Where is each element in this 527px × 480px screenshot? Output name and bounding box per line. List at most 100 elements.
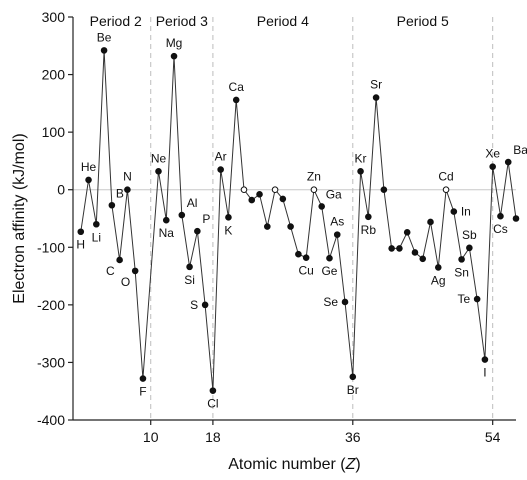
- data-point: [162, 216, 170, 224]
- x-tick-label: 10: [143, 429, 159, 445]
- data-point: [77, 228, 85, 236]
- data-point: [427, 218, 434, 226]
- element-label: Cd: [438, 170, 453, 184]
- x-axis-title: Atomic number (Z): [228, 456, 360, 473]
- data-point: [131, 267, 139, 275]
- data-point: [357, 167, 364, 175]
- data-point: [365, 213, 372, 221]
- data-point: [458, 256, 465, 263]
- data-point: [333, 231, 341, 238]
- data-point: [108, 201, 116, 209]
- element-label: Zn: [307, 170, 321, 184]
- element-label: Br: [347, 383, 359, 397]
- y-tick-label: -400: [37, 412, 65, 428]
- data-point: [279, 195, 287, 203]
- data-point: [271, 186, 279, 194]
- data-point: [155, 167, 162, 175]
- element-label: N: [123, 170, 132, 184]
- data-point: [186, 263, 193, 271]
- element-label: As: [330, 215, 344, 229]
- period-label: Period 3: [156, 13, 208, 29]
- element-label: Se: [323, 295, 338, 309]
- y-axis-title: Electron affinity (kJ/mol): [11, 133, 28, 303]
- element-label: B: [116, 186, 124, 200]
- data-point: [295, 250, 302, 258]
- data-point: [287, 223, 294, 230]
- data-point: [411, 249, 419, 256]
- x-tick-label: 18: [205, 429, 221, 445]
- data-point: [434, 264, 442, 271]
- y-tick-label: 100: [42, 124, 66, 140]
- element-label: Te: [457, 292, 470, 306]
- data-point: [217, 166, 224, 173]
- data-point: [116, 256, 123, 264]
- data-point: [85, 176, 92, 184]
- data-point: [318, 203, 326, 210]
- data-point: [450, 208, 458, 215]
- element-label: In: [461, 205, 471, 219]
- data-point: [225, 214, 232, 221]
- element-label: Sb: [462, 228, 477, 242]
- element-label: Kr: [355, 151, 367, 165]
- data-point: [93, 220, 100, 228]
- x-axis-title-end: ): [355, 456, 360, 473]
- element-label: Cu: [298, 264, 313, 278]
- data-point: [201, 301, 209, 309]
- element-label: Ga: [326, 187, 342, 201]
- y-tick-label: 0: [57, 182, 65, 198]
- element-label: Al: [187, 196, 198, 210]
- element-label: Na: [159, 226, 175, 240]
- element-label: Be: [97, 30, 112, 44]
- element-label: Xe: [485, 147, 500, 161]
- element-label: Sr: [370, 78, 382, 92]
- data-point: [310, 186, 318, 194]
- element-label: Ag: [431, 273, 446, 287]
- period-label: Period 2: [90, 13, 142, 29]
- element-label: Sn: [454, 265, 469, 279]
- element-label: F: [139, 385, 146, 399]
- element-label: He: [81, 160, 97, 174]
- data-point: [489, 163, 496, 170]
- period-label: Period 5: [397, 13, 449, 29]
- y-tick-label: -200: [37, 297, 65, 313]
- data-point: [209, 387, 217, 394]
- data-point: [504, 158, 512, 166]
- series-line: [80, 50, 517, 391]
- data-point: [372, 94, 380, 101]
- data-point: [473, 295, 481, 303]
- data-point: [396, 245, 403, 252]
- data-point: [380, 186, 388, 194]
- data-point: [481, 356, 489, 363]
- data-point: [388, 245, 395, 252]
- element-label: K: [224, 223, 232, 237]
- data-point: [139, 375, 147, 382]
- data-point: [419, 255, 427, 263]
- data-point: [302, 254, 310, 261]
- period-label: Period 4: [257, 13, 309, 29]
- data-point: [170, 52, 178, 60]
- element-label: I: [483, 366, 486, 380]
- element-label: S: [190, 298, 198, 312]
- element-label: Cl: [207, 397, 218, 411]
- data-point: [232, 96, 240, 104]
- x-tick-label: 54: [485, 429, 501, 445]
- element-label: Ba: [513, 143, 527, 157]
- data-point: [240, 186, 248, 194]
- data-point: [263, 223, 271, 230]
- y-tick-label: 200: [42, 67, 66, 83]
- data-point: [178, 211, 186, 219]
- element-label: Ar: [215, 150, 227, 164]
- element-label: Si: [184, 273, 195, 287]
- x-axis-title-variable: Z: [345, 456, 357, 473]
- element-label: C: [106, 264, 115, 278]
- x-tick-label: 36: [345, 429, 361, 445]
- data-point: [248, 196, 256, 204]
- element-label: Ge: [321, 264, 337, 278]
- data-point: [403, 229, 411, 236]
- data-point: [100, 47, 108, 54]
- y-tick-label: 300: [42, 9, 66, 25]
- x-axis-title-main: Atomic number (: [228, 456, 346, 473]
- element-label: Rb: [361, 223, 377, 237]
- y-tick-label: -100: [37, 239, 65, 255]
- data-point: [442, 186, 450, 194]
